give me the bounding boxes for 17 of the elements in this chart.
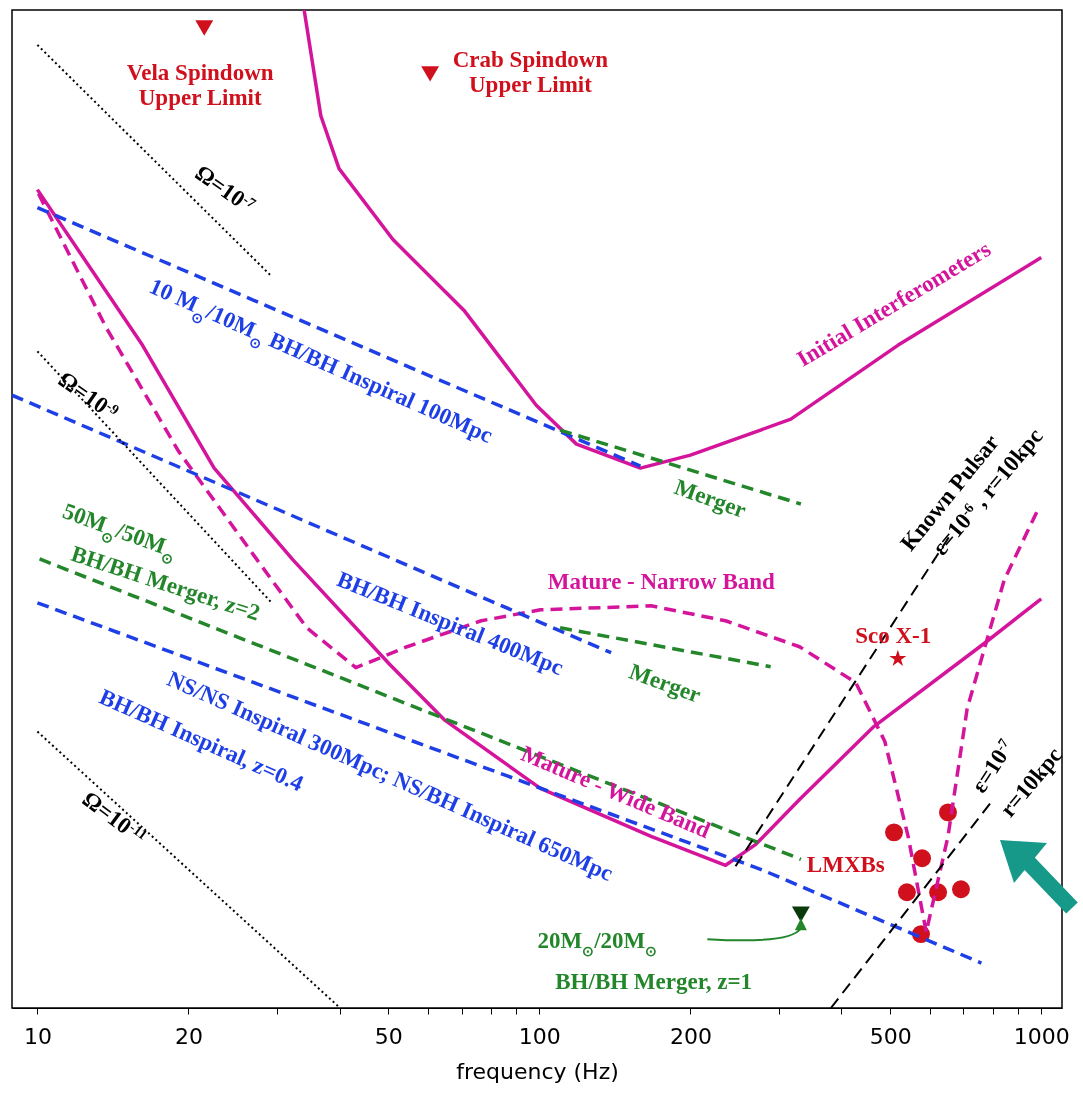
x-tick-label: 1000 xyxy=(1013,1023,1070,1049)
x-tick-label: 20 xyxy=(174,1023,203,1049)
annotation: Sco X-1 xyxy=(855,622,932,648)
annotation: LMXBs xyxy=(806,852,885,878)
x-tick-label: 100 xyxy=(518,1023,561,1049)
annotation: BH/BH Merger, z=1 xyxy=(555,969,753,995)
annotation: Vela Spindown Upper Limit xyxy=(126,59,274,110)
annotation: Merger xyxy=(671,474,750,523)
annotation: Crab Spindown Upper Limit xyxy=(452,46,609,97)
x-axis-title: frequency (Hz) xyxy=(456,1058,619,1084)
x-tick-label: 200 xyxy=(669,1023,712,1049)
x-tick-label: 50 xyxy=(374,1023,403,1049)
annotation: Merger xyxy=(626,658,705,708)
x-tick-label: 10 xyxy=(23,1023,52,1049)
annotation: 20M$_{⊙}$/20M$_{⊙}$ xyxy=(537,928,658,959)
x-tick-label: 500 xyxy=(869,1023,912,1049)
annotation: Mature - Narrow Band xyxy=(547,568,776,594)
